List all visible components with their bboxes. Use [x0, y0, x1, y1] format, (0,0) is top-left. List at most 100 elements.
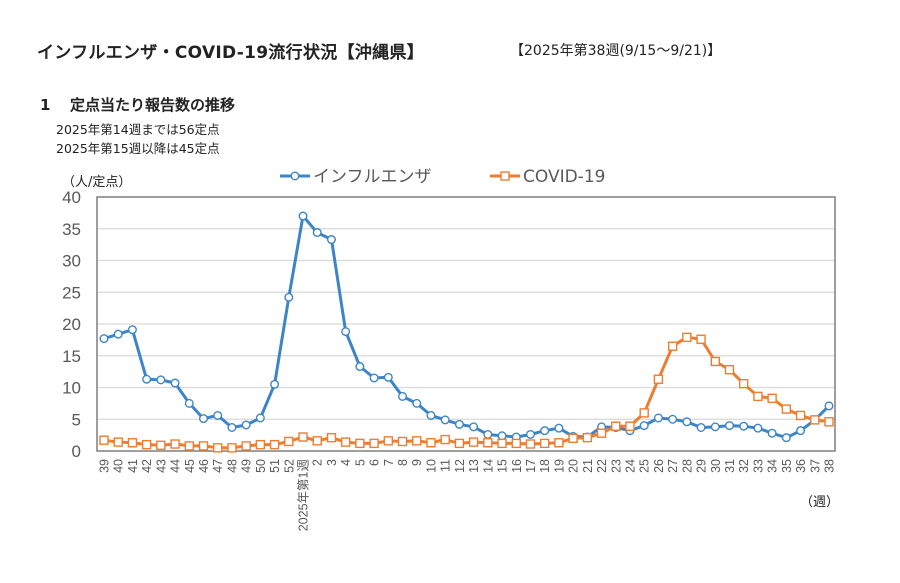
data-point — [412, 436, 422, 446]
data-point — [398, 391, 408, 401]
section-number: 1 — [40, 96, 51, 114]
data-point — [141, 439, 152, 450]
data-point — [625, 421, 635, 431]
data-point — [668, 414, 678, 424]
data-point — [653, 374, 664, 384]
data-point — [497, 438, 507, 449]
x-tick-label: 18 — [538, 459, 552, 473]
x-tick-label: 17 — [524, 459, 538, 473]
x-tick-label: 11 — [439, 459, 453, 472]
x-tick-label: 5 — [353, 459, 367, 466]
data-point — [269, 439, 280, 450]
data-point — [255, 439, 266, 450]
data-point — [796, 426, 806, 436]
x-tick-label: 35 — [780, 459, 794, 473]
data-point — [525, 429, 535, 439]
legend-item: インフルエンザ — [280, 167, 432, 187]
data-point — [554, 438, 564, 448]
series-line — [103, 335, 830, 450]
x-tick-label: 29 — [695, 459, 709, 473]
x-tick-label: 31 — [723, 459, 737, 473]
data-point — [156, 375, 166, 385]
data-point — [497, 431, 507, 441]
data-point — [511, 438, 521, 449]
data-point — [696, 334, 706, 344]
data-point — [113, 437, 123, 447]
data-point — [312, 228, 322, 238]
x-tick-label: 6 — [368, 459, 382, 466]
data-point — [739, 421, 749, 431]
x-tick-label: 13 — [467, 459, 481, 473]
x-tick-label: 34 — [766, 459, 780, 473]
x-tick-label: 52 — [282, 459, 296, 473]
data-point — [454, 419, 464, 429]
x-tick-label: 14 — [481, 459, 495, 473]
data-point — [199, 414, 209, 424]
data-point — [412, 398, 422, 408]
x-axis-ticks: 39 40 41 42 43 44 45 46 47 48 49 50 51 52 2025年第1週 2 3 4 5… — [98, 459, 837, 532]
data-point — [440, 415, 450, 425]
y-tick-label: 0 — [72, 442, 81, 461]
data-point — [483, 429, 493, 439]
data-point — [525, 439, 536, 449]
section-title: 定点当たり報告数の推移 — [70, 96, 236, 114]
x-tick-label: 36 — [794, 459, 808, 473]
x-tick-label: 4 — [339, 459, 353, 466]
legend-marker — [290, 171, 300, 181]
x-tick-label: 28 — [680, 459, 694, 473]
x-tick-label: 23 — [609, 459, 623, 473]
data-point — [326, 432, 337, 443]
data-point — [99, 334, 109, 344]
data-point — [483, 438, 493, 448]
x-tick-label: 40 — [112, 459, 126, 473]
x-tick-label: 41 — [126, 459, 140, 473]
series-line — [103, 214, 831, 440]
data-point — [326, 235, 336, 245]
x-tick-label: 26 — [652, 459, 666, 473]
data-point — [255, 413, 265, 423]
data-point — [540, 426, 550, 436]
data-point — [369, 438, 379, 449]
x-tick-label: 19 — [552, 459, 566, 473]
y-tick-label: 40 — [62, 188, 81, 207]
y-tick-label: 25 — [62, 283, 81, 302]
x-tick-label: 38 — [823, 459, 837, 473]
data-point — [739, 378, 749, 389]
data-point — [469, 422, 479, 432]
data-point — [341, 327, 351, 337]
x-tick-label: 46 — [197, 459, 211, 473]
x-tick-label: 12 — [453, 459, 467, 473]
data-point — [270, 379, 280, 389]
data-point — [639, 421, 649, 431]
data-point — [426, 410, 436, 420]
data-point — [383, 436, 394, 446]
data-point — [298, 432, 308, 442]
y-tick-label: 30 — [62, 252, 81, 271]
x-tick-label: 50 — [254, 459, 268, 473]
x-tick-label: 24 — [623, 459, 637, 473]
x-tick-label: 33 — [751, 459, 765, 473]
data-point — [298, 211, 308, 221]
data-point — [639, 408, 649, 418]
data-point — [682, 417, 692, 427]
x-tick-label: 27 — [666, 459, 680, 473]
data-point — [355, 362, 365, 372]
x-tick-label: 39 — [98, 459, 112, 473]
y-axis-ticks: 0 5 10 15 20 25 30 35 40 — [62, 188, 81, 461]
data-point — [241, 441, 251, 451]
report-period: 【2025年第38週(9/15～9/21)】 — [510, 43, 722, 59]
data-point — [440, 434, 450, 445]
note-sentinel-count-after: 2025年第15週以降は45定点 — [56, 141, 220, 156]
legend: インフルエンザ COVID-19 — [280, 167, 605, 187]
x-tick-label: 51 — [268, 459, 282, 473]
data-point — [539, 438, 550, 449]
legend-item: COVID-19 — [490, 167, 605, 187]
x-axis-label: （週） — [800, 495, 839, 510]
x-tick-label: 44 — [169, 459, 183, 473]
data-point — [184, 441, 194, 451]
data-point — [355, 438, 365, 449]
data-point — [340, 437, 351, 447]
series-influenza — [99, 211, 834, 443]
x-tick-label: 37 — [808, 459, 822, 473]
data-point — [753, 391, 763, 402]
